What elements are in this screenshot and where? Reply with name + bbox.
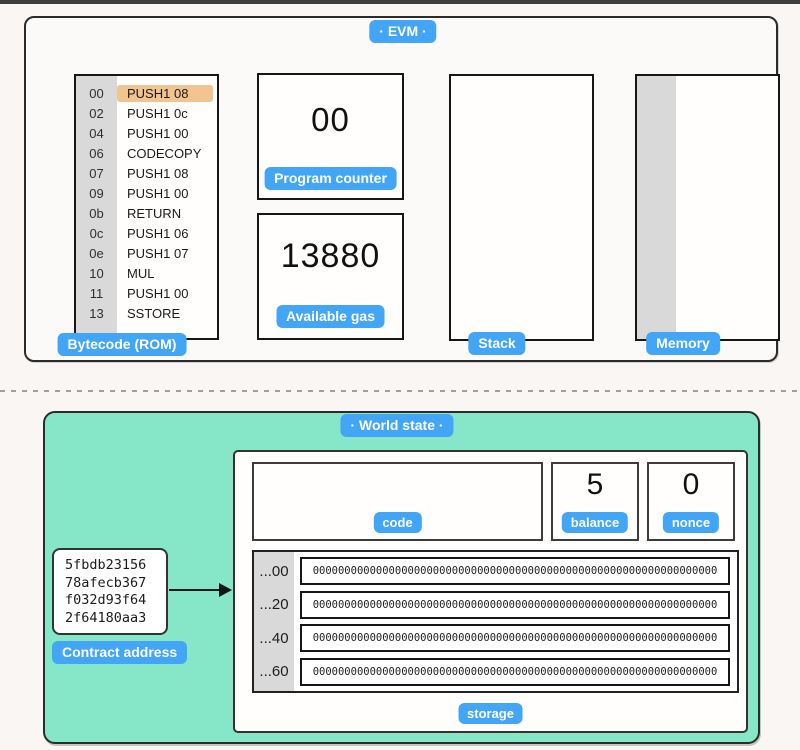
- storage-value: 0000000000000000000000000000000000000000…: [300, 590, 730, 619]
- bytecode-offset: 04: [89, 125, 104, 141]
- bytecode-row: 13 SSTORE: [76, 303, 217, 323]
- nonce-label: nonce: [662, 512, 720, 533]
- bytecode-row: 11 PUSH1 00: [76, 283, 217, 303]
- bytecode-opcode: SSTORE: [127, 305, 181, 321]
- storage-label: storage: [458, 703, 523, 724]
- address-arrow-line: [169, 589, 221, 591]
- stack-label: Stack: [468, 332, 526, 355]
- bytecode-row: 0b RETURN: [76, 203, 217, 223]
- storage-value: 0000000000000000000000000000000000000000…: [300, 557, 730, 586]
- code-label: code: [373, 512, 422, 533]
- program-counter-label: Program counter: [264, 167, 397, 190]
- storage-offset: ...40: [259, 629, 289, 647]
- storage-offset: ...60: [259, 663, 289, 681]
- bytecode-opcode: MUL: [127, 265, 155, 281]
- contract-address-line: 78afecb367: [65, 574, 147, 591]
- contract-address-label: Contract address: [52, 641, 188, 664]
- bytecode-rom-label: Bytecode (ROM): [57, 333, 187, 356]
- bytecode-opcode: PUSH1 08: [127, 165, 189, 181]
- bytecode-opcode: PUSH1 00: [127, 285, 189, 301]
- contract-address-line: f032d93f64: [65, 592, 147, 608]
- storage-rows: ...00 0000000000000000000000000000000000…: [254, 552, 737, 691]
- nonce-panel: 0 nonce: [647, 462, 735, 541]
- contract-address-line: 5fbdb23156: [65, 557, 147, 573]
- storage-value: 0000000000000000000000000000000000000000…: [300, 657, 730, 686]
- bytecode-opcode: PUSH1 08: [117, 84, 213, 102]
- bytecode-offset: 06: [89, 145, 104, 161]
- account-box: code 5 balance 0 nonce ...00 00000000000…: [233, 450, 748, 733]
- storage-row: ...00 0000000000000000000000000000000000…: [254, 557, 737, 586]
- storage-panel: ...00 0000000000000000000000000000000000…: [252, 550, 739, 693]
- balance-label: balance: [561, 512, 629, 533]
- contract-address-box: 5fbdb23156 78afecb367 f032d93f64 2f64180…: [52, 548, 168, 635]
- bytecode-offset: 07: [89, 165, 104, 181]
- bytecode-row: 0c PUSH1 06: [76, 223, 217, 243]
- bytecode-row: 06 CODECOPY: [76, 143, 217, 163]
- world-state-label: · World state ·: [340, 414, 454, 437]
- balance-value: 5: [586, 468, 604, 501]
- bytecode-opcode: PUSH1 07: [127, 245, 189, 261]
- bytecode-offset: 02: [89, 105, 104, 121]
- bytecode-row: 00 PUSH1 08: [76, 83, 217, 103]
- storage-value: 0000000000000000000000000000000000000000…: [300, 624, 730, 653]
- bytecode-row: 09 PUSH1 00: [76, 183, 217, 203]
- bytecode-offset: 11: [89, 285, 104, 301]
- bytecode-opcode: PUSH1 00: [127, 125, 189, 141]
- available-gas-label: Available gas: [276, 305, 385, 328]
- bytecode-offset: 09: [89, 185, 104, 201]
- bytecode-opcode: PUSH1 00: [127, 185, 189, 201]
- storage-row: ...60 0000000000000000000000000000000000…: [254, 657, 737, 686]
- section-divider: [0, 390, 800, 392]
- bytecode-offset: 13: [89, 305, 104, 321]
- storage-offset: ...00: [259, 562, 289, 580]
- bytecode-row: 07 PUSH1 08: [76, 163, 217, 183]
- memory-panel: [635, 74, 780, 341]
- available-gas-value: 13880: [280, 237, 381, 275]
- bytecode-row: 02 PUSH1 0c: [76, 103, 217, 123]
- bytecode-offset: 10: [89, 265, 104, 281]
- evm-section: · EVM · 00 PUSH1 08 02 PUSH1 0c 04 PUSH1…: [24, 16, 780, 362]
- address-arrow-head: [219, 583, 232, 597]
- storage-offset: ...20: [259, 596, 289, 614]
- bytecode-opcode: PUSH1 06: [127, 225, 189, 241]
- contract-address-line: 2f64180aa3: [65, 609, 147, 626]
- bytecode-offset: 0b: [89, 205, 104, 221]
- bytecode-offset: 0e: [89, 245, 104, 261]
- bytecode-row: 04 PUSH1 00: [76, 123, 217, 143]
- window-top-bar: [0, 0, 800, 4]
- balance-panel: 5 balance: [551, 462, 639, 541]
- bytecode-opcode: RETURN: [127, 205, 182, 221]
- bytecode-offset: 0c: [89, 225, 104, 241]
- program-counter-panel: 00 Program counter: [257, 73, 404, 200]
- code-panel: code: [252, 462, 543, 541]
- evm-label: · EVM ·: [369, 20, 437, 43]
- program-counter-value: 00: [311, 101, 350, 138]
- nonce-value: 0: [682, 468, 700, 501]
- bytecode-opcode: CODECOPY: [127, 145, 202, 161]
- bytecode-rows: 00 PUSH1 08 02 PUSH1 0c 04 PUSH1 00 06 C…: [76, 76, 217, 338]
- bytecode-row: 0e PUSH1 07: [76, 243, 217, 263]
- available-gas-panel: 13880 Available gas: [257, 213, 404, 340]
- memory-label: Memory: [646, 332, 720, 355]
- storage-row: ...40 0000000000000000000000000000000000…: [254, 624, 737, 653]
- bytecode-panel: 00 PUSH1 08 02 PUSH1 0c 04 PUSH1 00 06 C…: [74, 74, 219, 340]
- bytecode-offset: 00: [89, 85, 104, 101]
- storage-row: ...20 0000000000000000000000000000000000…: [254, 590, 737, 619]
- bytecode-opcode: PUSH1 0c: [127, 105, 188, 121]
- bytecode-row: 10 MUL: [76, 263, 217, 283]
- stack-panel: [449, 74, 594, 341]
